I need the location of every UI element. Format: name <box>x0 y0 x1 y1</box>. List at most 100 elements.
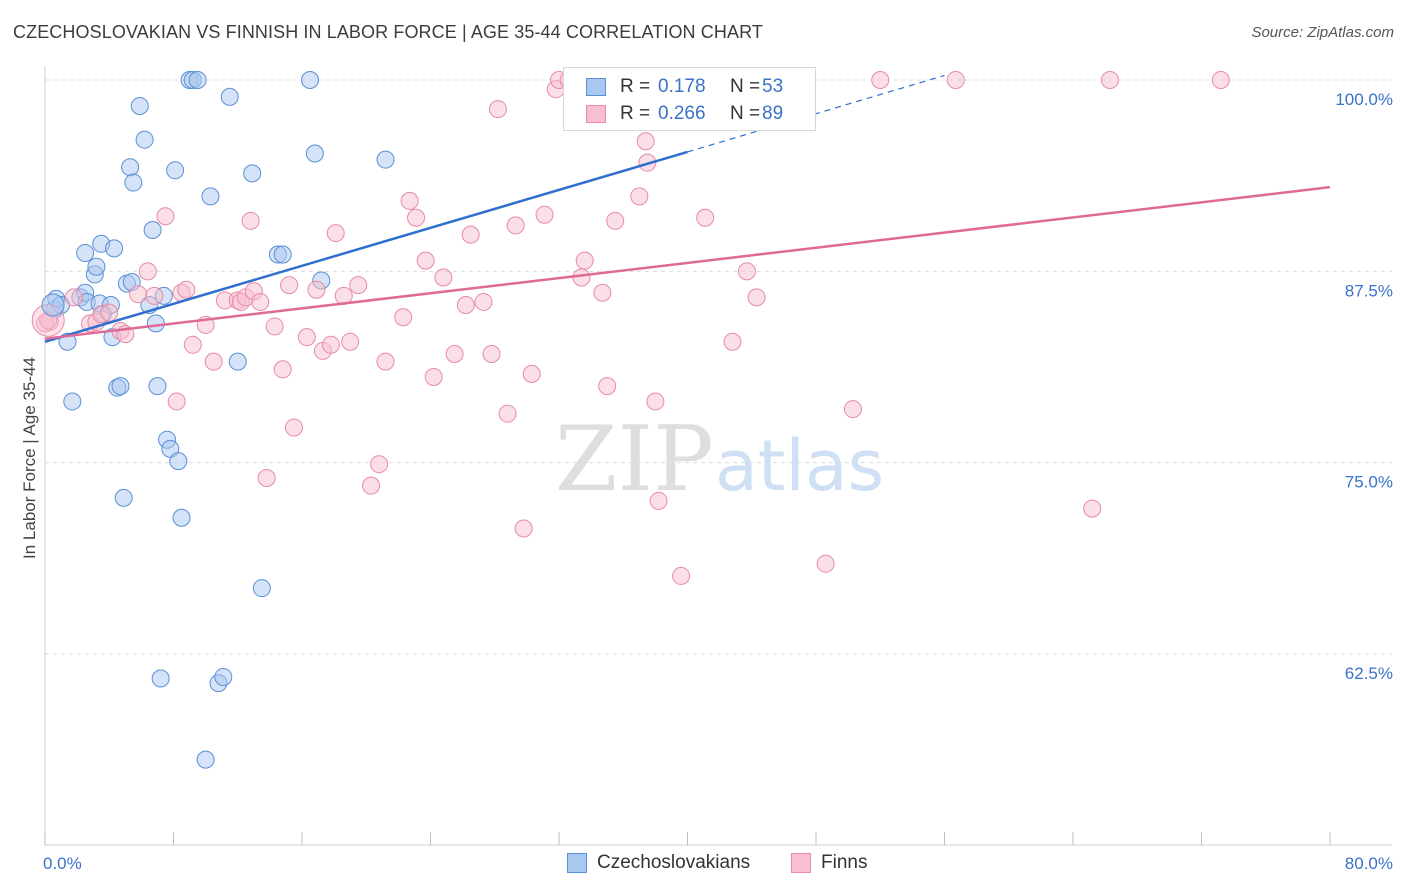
data-point <box>201 187 220 206</box>
gridlines <box>45 79 1392 655</box>
data-point <box>130 97 149 116</box>
data-point <box>280 276 299 295</box>
data-point <box>167 392 186 411</box>
data-point <box>445 344 464 363</box>
legend-n-value: 89 <box>762 103 784 124</box>
data-point <box>575 251 594 270</box>
series-legend: Czechoslovakians Finns <box>0 852 1406 878</box>
x-tick-label: 80.0% <box>1345 854 1393 873</box>
data-point <box>204 352 223 371</box>
data-point <box>843 400 862 419</box>
data-point <box>572 268 591 287</box>
data-point <box>723 332 742 351</box>
data-point <box>636 132 655 151</box>
data-point <box>400 191 419 210</box>
trend-line-czechoslovakians <box>44 150 688 343</box>
data-point <box>265 317 284 336</box>
data-point <box>138 262 157 281</box>
data-point <box>41 293 65 317</box>
data-point <box>156 207 175 226</box>
data-point <box>606 211 625 230</box>
legend-item-czechoslovakians[interactable]: Czechoslovakians <box>567 852 750 874</box>
data-point <box>646 392 665 411</box>
legend-n-label: N = <box>730 103 761 124</box>
data-point <box>370 455 389 474</box>
data-point <box>177 280 196 299</box>
data-point <box>169 452 188 471</box>
data-point <box>1211 71 1230 89</box>
tick-labels: 62.5% 75.0% 87.5% 100.0% 0.0% 80.0% <box>43 90 1393 873</box>
data-point <box>273 360 292 379</box>
data-point <box>196 750 215 769</box>
data-point <box>257 468 276 487</box>
data-point <box>394 308 413 327</box>
trend-extension-czechoslovakians <box>687 74 945 153</box>
legend-swatch-finns <box>791 853 811 873</box>
data-point <box>305 144 324 163</box>
data-point <box>297 328 316 347</box>
data-point <box>341 332 360 351</box>
data-point <box>696 208 715 227</box>
data-point <box>747 288 766 307</box>
y-tick-label: 100.0% <box>1335 90 1393 109</box>
legend-item-finns[interactable]: Finns <box>791 852 867 874</box>
data-point <box>456 296 475 315</box>
data-point <box>376 352 395 371</box>
data-point <box>672 566 691 585</box>
data-point <box>121 158 140 177</box>
legend-name-finns: Finns <box>821 852 868 873</box>
data-point <box>228 352 247 371</box>
watermark-atlas: atlas <box>715 425 884 507</box>
legend-n-label: N = <box>730 76 761 97</box>
legend-swatch-finns <box>586 105 606 123</box>
data-point <box>498 404 517 423</box>
legend-r-label: R = <box>620 76 651 97</box>
data-point <box>535 205 554 224</box>
data-point <box>407 208 426 227</box>
data-point <box>301 71 320 89</box>
data-point <box>598 377 617 396</box>
data-point <box>434 268 453 287</box>
legend-swatch-czechoslovakians <box>586 78 606 96</box>
data-point <box>1100 71 1119 89</box>
y-axis-label: In Labor Force | Age 35-44 <box>20 357 39 559</box>
data-point <box>151 669 170 688</box>
data-point <box>474 292 493 311</box>
data-point <box>593 283 612 302</box>
data-point <box>321 335 340 354</box>
data-point <box>506 216 525 235</box>
source-label: Source: ZipAtlas.com <box>1251 24 1394 41</box>
data-point <box>284 418 303 437</box>
data-point <box>349 276 368 295</box>
data-point <box>649 491 668 510</box>
data-point <box>124 173 143 192</box>
data-point <box>461 225 480 244</box>
data-point <box>135 130 154 149</box>
legend-r-value: 0.178 <box>658 76 706 97</box>
data-point <box>251 292 270 311</box>
data-point <box>1083 499 1102 518</box>
data-point <box>145 286 164 305</box>
y-tick-label: 87.5% <box>1345 281 1393 300</box>
data-point <box>362 476 381 495</box>
legend-name-czechoslovakians: Czechoslovakians <box>597 852 751 873</box>
legend-row-finns: R = 0.266 N = 89 <box>586 102 783 126</box>
data-point <box>76 243 95 262</box>
data-point <box>737 262 756 281</box>
legend-row-czechoslovakians: R = 0.178 N = 53 <box>586 75 783 99</box>
chart-title: CZECHOSLOVAKIAN VS FINNISH IN LABOR FORC… <box>13 22 763 42</box>
y-tick-label: 75.0% <box>1345 473 1393 492</box>
legend-n-value: 53 <box>762 76 784 97</box>
watermark-zip: ZIP <box>555 407 714 512</box>
data-point <box>148 377 167 396</box>
data-point <box>100 303 119 322</box>
data-point <box>252 579 271 598</box>
trend-line-finns <box>44 185 1331 340</box>
legend-r-value: 0.266 <box>658 103 706 124</box>
series-czechoslovakians <box>45 71 395 769</box>
data-point <box>241 211 260 230</box>
data-point <box>63 392 82 411</box>
data-point <box>630 187 649 206</box>
data-point <box>129 285 148 304</box>
